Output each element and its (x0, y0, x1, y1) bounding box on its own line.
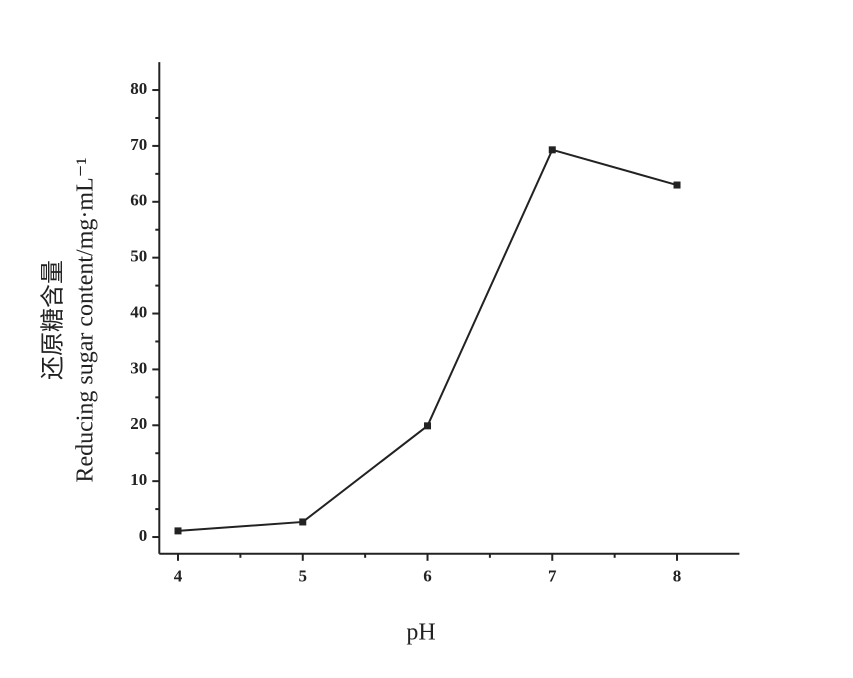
y-tick-label: 10 (130, 470, 147, 489)
y-axis-label: 还原糖含量 (40, 260, 67, 380)
y-axis-label: Reducing sugar content/mg·mL⁻¹ (73, 157, 99, 482)
x-axis-label: pH (406, 620, 435, 646)
y-tick-label: 20 (130, 414, 147, 433)
x-tick-label: 7 (548, 567, 557, 586)
point (174, 527, 182, 535)
y-tick-label: 30 (130, 358, 147, 377)
point (673, 181, 681, 189)
x-tick-label: 6 (423, 567, 432, 586)
x-tick-label: 5 (299, 567, 308, 586)
line (177, 148, 678, 532)
point (299, 518, 307, 526)
y-tick-label: 70 (130, 135, 147, 154)
x-tick-label: 8 (673, 567, 682, 586)
y-tick-label: 60 (130, 191, 147, 210)
y-tick-label: 40 (130, 302, 147, 321)
point (548, 146, 556, 154)
point (424, 422, 432, 430)
y-tick-label: 0 (139, 526, 148, 545)
x-tick-label: 4 (174, 567, 183, 586)
y-tick-label: 50 (130, 247, 147, 266)
y-tick-label: 80 (130, 79, 147, 98)
